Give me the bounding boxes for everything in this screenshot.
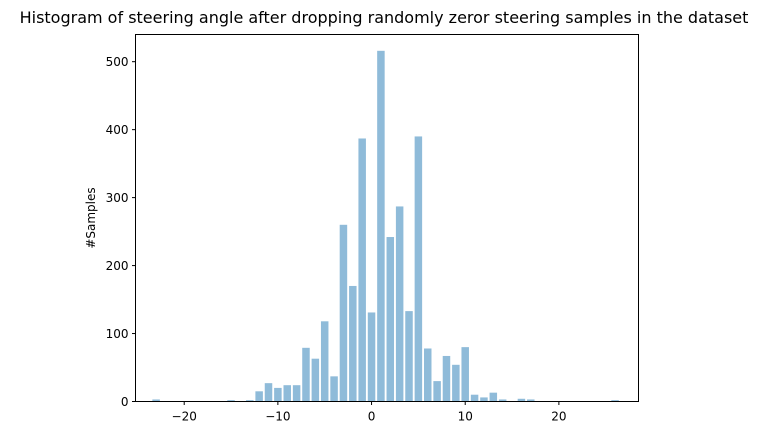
y-tick-label: 100 [106, 327, 129, 341]
histogram-bar [480, 397, 488, 402]
y-axis-label: #Samples [84, 187, 98, 248]
histogram-bar [330, 376, 338, 402]
histogram-bar [227, 400, 235, 402]
histogram-bar [246, 400, 254, 402]
histogram-bar [423, 348, 432, 402]
x-tick-label: −10 [265, 410, 290, 424]
histogram-bar [358, 138, 366, 402]
bars-group [152, 50, 619, 402]
histogram-bar [255, 391, 263, 402]
histogram-bar [527, 399, 535, 402]
y-axis: 0 100 200 300 400 500 [106, 55, 136, 409]
histogram-bar [461, 347, 469, 402]
histogram-bar [302, 347, 310, 402]
histogram-bar [386, 237, 395, 402]
histogram-bar [470, 394, 479, 402]
chart-title: Histogram of steering angle after droppi… [20, 8, 749, 27]
histogram-bar [405, 311, 413, 402]
y-tick-label: 400 [106, 123, 129, 137]
histogram-bar [433, 381, 441, 402]
histogram-bar [311, 358, 320, 402]
y-tick-label: 300 [106, 191, 129, 205]
x-tick-label: −20 [172, 410, 197, 424]
x-tick-label: 20 [551, 410, 566, 424]
histogram-bar [292, 385, 301, 402]
histogram-bar [489, 392, 498, 402]
histogram-bar [320, 321, 329, 402]
x-tick-label: 10 [458, 410, 473, 424]
histogram-bar [414, 136, 423, 402]
histogram-bar [442, 355, 451, 402]
histogram-bar [152, 399, 160, 402]
plot-frame [135, 34, 639, 402]
histogram-bar [611, 400, 619, 402]
y-tick-label: 500 [106, 55, 129, 69]
x-tick-label: 0 [368, 410, 376, 424]
histogram-bar [339, 224, 348, 402]
histogram-bar [349, 285, 357, 402]
x-axis: −20 −10 0 10 20 [172, 401, 567, 424]
histogram-bar [283, 385, 291, 402]
histogram-bar [264, 383, 273, 402]
y-tick-label: 200 [106, 259, 129, 273]
histogram-bar [517, 398, 526, 402]
histogram-bar [395, 206, 404, 402]
histogram-bar [367, 312, 376, 402]
y-tick-label: 0 [121, 395, 129, 409]
histogram-bar [498, 399, 507, 402]
histogram-bar [452, 364, 460, 402]
histogram-bar [274, 387, 282, 402]
histogram-bar [377, 50, 385, 402]
